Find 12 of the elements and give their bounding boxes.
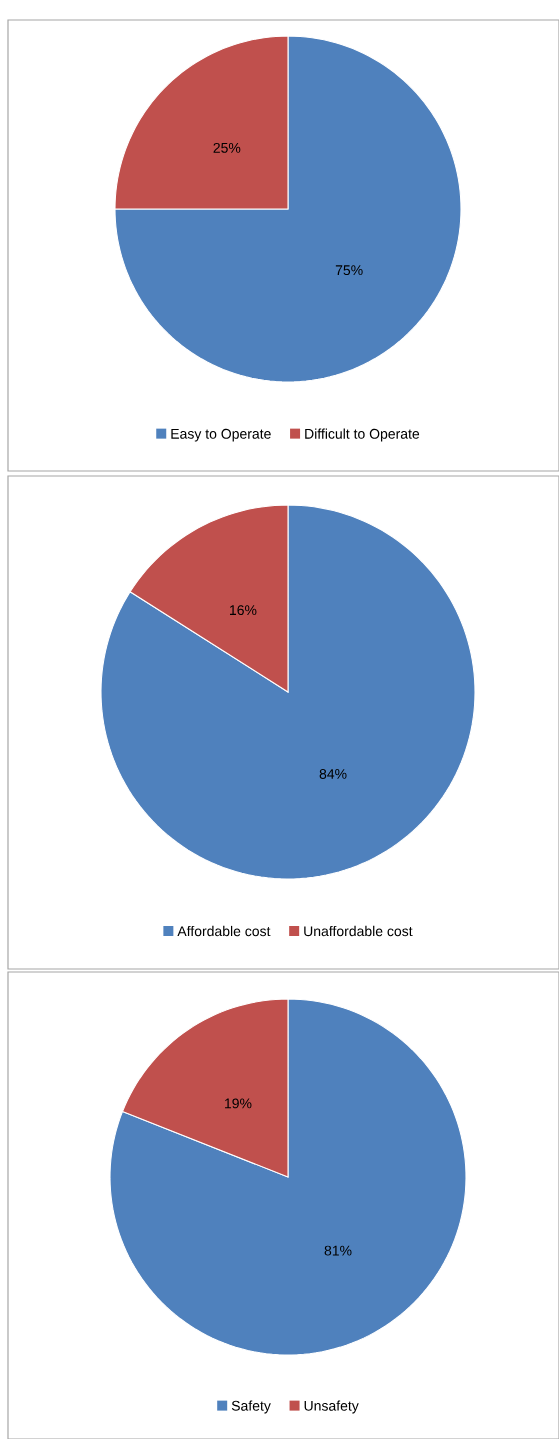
data-label: 19% xyxy=(225,1098,252,1109)
legend-label: Difficult to Operate xyxy=(305,428,420,442)
data-label: 84% xyxy=(319,769,347,779)
legend-label: Safety xyxy=(231,1400,271,1414)
legend-label: Unaffordable cost xyxy=(304,925,413,937)
data-label: 16% xyxy=(230,605,257,616)
data-label: 75% xyxy=(335,265,363,276)
legend-label: Affordable cost xyxy=(177,925,271,937)
data-label: 25% xyxy=(213,142,241,153)
legend-label: Unsafety xyxy=(304,1400,359,1414)
data-label: 81% xyxy=(324,1245,352,1256)
legend-label: Easy to Operate xyxy=(171,428,271,442)
